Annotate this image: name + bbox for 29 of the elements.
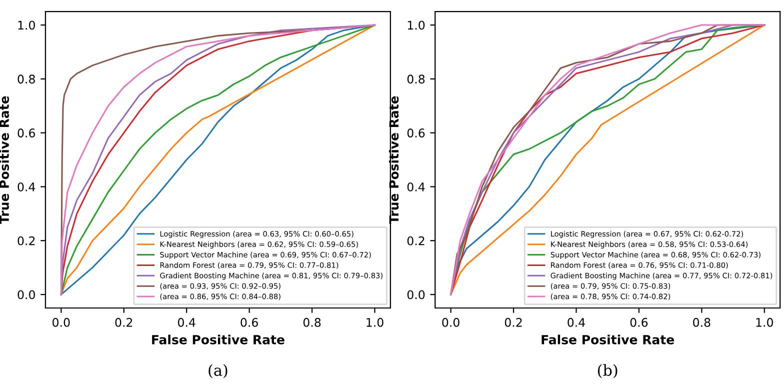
- y-tick-label: 1.0: [18, 20, 35, 30]
- y-tick-label: 0.0: [18, 290, 35, 300]
- text: (b): [598, 364, 618, 378]
- x-tick-label: 0.8: [693, 318, 710, 327]
- y-tick-label: 0.4: [407, 182, 425, 192]
- x-tick-label: 1.0: [366, 318, 384, 327]
- y-tick-label: 1.0: [408, 20, 425, 30]
- y-tick-label: 0.0: [407, 290, 425, 300]
- y-tick-label: 0.8: [407, 74, 425, 84]
- y-tick-label: 0.8: [18, 74, 35, 84]
- y-tick-label: 0.2: [18, 236, 35, 246]
- x-tick-label: 0.4: [568, 318, 585, 327]
- x-tick-label: 0.0: [442, 318, 460, 327]
- x-tick-label: 0.6: [240, 318, 258, 327]
- x-axis-title: False Positive Rate: [152, 334, 284, 344]
- y-tick-label: 0.2: [407, 236, 424, 246]
- x-tick-label: 0.4: [178, 318, 196, 327]
- x-tick-label: 0.2: [115, 318, 132, 327]
- text: (a): [208, 364, 228, 378]
- y-tick-label: 0.6: [18, 128, 36, 138]
- x-tick-label: 0.0: [52, 318, 70, 327]
- x-tick-label: 0.8: [303, 318, 321, 327]
- x-tick-label: 0.6: [630, 318, 648, 327]
- x-axis-title: False Positive Rate: [542, 334, 674, 344]
- y-tick-label: 0.4: [18, 182, 36, 192]
- y-tick-label: 0.6: [407, 128, 425, 138]
- x-tick-label: 1.0: [756, 318, 774, 327]
- y-axis-title: True Positive Rate: [388, 96, 399, 224]
- x-tick-label: 0.2: [504, 318, 522, 327]
